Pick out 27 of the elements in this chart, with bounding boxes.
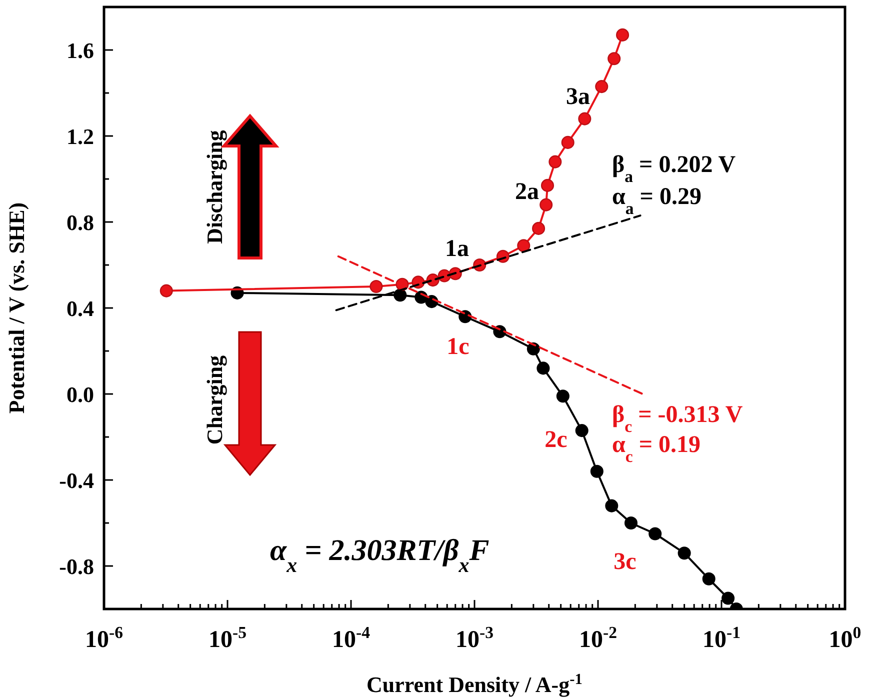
y-tick-label: 1.2 [66,124,94,149]
y-tick-label: 0.0 [66,382,94,407]
annotation: α$_{x}$ = 2.303RT/β$_{x}$F [270,534,490,577]
annotation: 3c [614,549,637,575]
x-tick-label: 10$^{-3}$ [456,622,494,653]
x-tick-label: 10$^{-5}$ [208,622,246,653]
annotation: Charging [202,355,227,445]
y-tick-label: -0.4 [59,468,94,493]
x-tick-label: 10$^{0}$ [828,622,862,653]
annotation: Discharging [202,130,227,244]
y-tick-label: -0.8 [59,554,94,579]
annotation: α$_{a}$ = 0.29 [612,184,702,218]
x-tick-label: 10$^{-2}$ [579,622,617,653]
annotation: 1a [445,236,469,262]
y-tick-label: 0.4 [66,296,94,321]
y-tick-label: 0.8 [66,210,94,235]
annotation: 3a [566,84,590,110]
y-tick-label: 1.6 [66,38,94,63]
y-axis-title: Potential / V (vs. SHE) [4,202,29,414]
annotation: 2c [544,427,568,453]
annotation: 2a [515,179,539,205]
x-tick-label: 10$^{-1}$ [702,622,740,653]
annotation: 1c [446,334,470,360]
x-axis-title: Current Density / A-g$^{-1}$ [366,670,582,697]
annotation: β$_{a}$ = 0.202 V [612,152,736,186]
x-tick-label: 10$^{-6}$ [85,622,123,653]
x-tick-label: 10$^{-4}$ [332,622,371,653]
